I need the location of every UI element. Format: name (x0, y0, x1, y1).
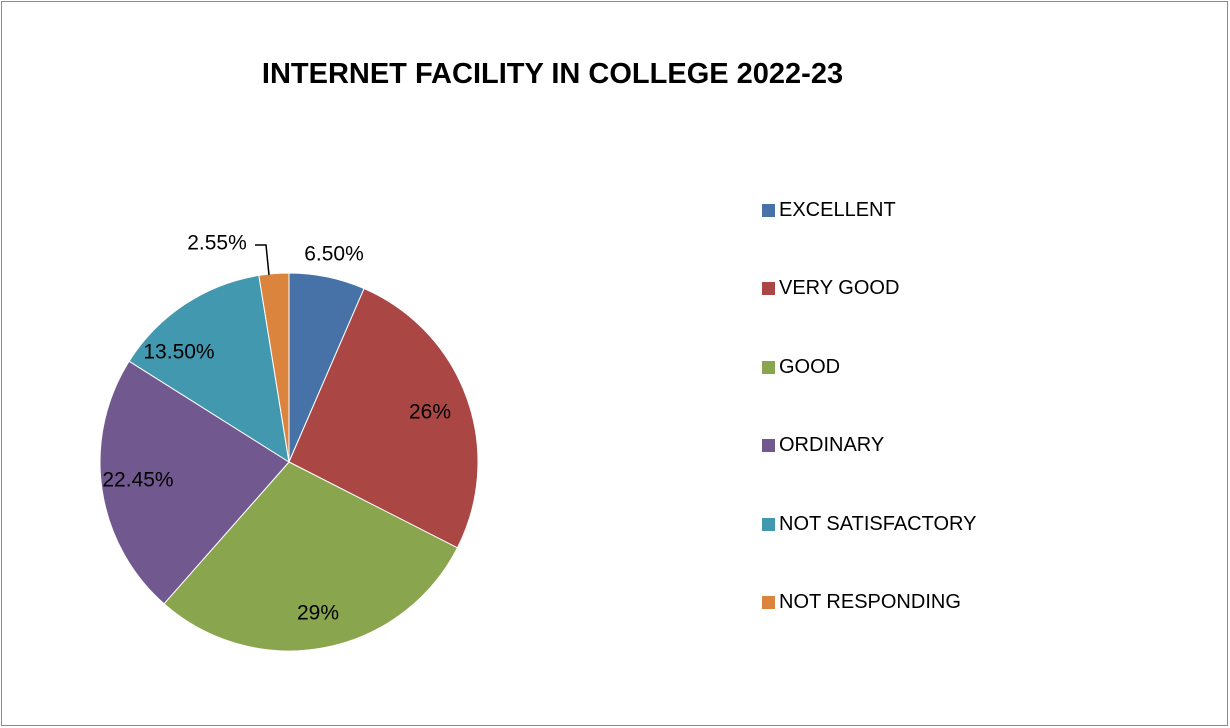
data-label-not-responding: 2.55% (187, 232, 247, 255)
legend-item-not-responding: NOT RESPONDING (762, 590, 976, 616)
legend-label: NOT RESPONDING (779, 591, 961, 613)
legend-swatch (762, 360, 775, 374)
pie-slice-good (163, 461, 459, 652)
legend-label: ORDINARY (779, 434, 885, 456)
data-label-very-good: 26% (409, 401, 451, 424)
chart-title: INTERNET FACILITY IN COLLEGE 2022-23 (261, 58, 844, 90)
legend-label: GOOD (779, 355, 841, 378)
pie-slice-ordinary (99, 360, 290, 605)
data-label-good: 29% (297, 602, 339, 625)
legend-label: VERY GOOD (779, 277, 900, 299)
data-label-ordinary: 22.45% (102, 469, 173, 492)
legend-item-ordinary: ORDINARY (762, 433, 976, 459)
data-label-excellent: 6.50% (304, 243, 364, 266)
legend-item-not-satisfactory: NOT SATISFACTORY (762, 511, 976, 537)
pie-slice-not-responding (258, 272, 290, 463)
legend-swatch (762, 282, 775, 295)
legend-swatch (762, 439, 775, 452)
legend-label: EXCELLENT (779, 198, 896, 221)
legend-label: NOT SATISFACTORY (779, 512, 977, 535)
pie-slice-very-good (288, 287, 479, 549)
legend-swatch (762, 203, 775, 217)
data-label-not-satisfactory: 13.50% (143, 341, 214, 364)
legend-item-excellent: EXCELLENT (762, 197, 976, 223)
chart-legend: EXCELLENT VERY GOOD GOOD ORDINARY NOT SATISF… (762, 197, 976, 668)
legend-item-good: GOOD (762, 354, 976, 380)
pie-slice-not-satisfactory (128, 274, 290, 464)
legend-swatch (762, 596, 775, 609)
legend-item-very-good: VERY GOOD (762, 276, 976, 302)
legend-swatch (762, 517, 775, 531)
leader-line-not-responding (255, 244, 270, 276)
